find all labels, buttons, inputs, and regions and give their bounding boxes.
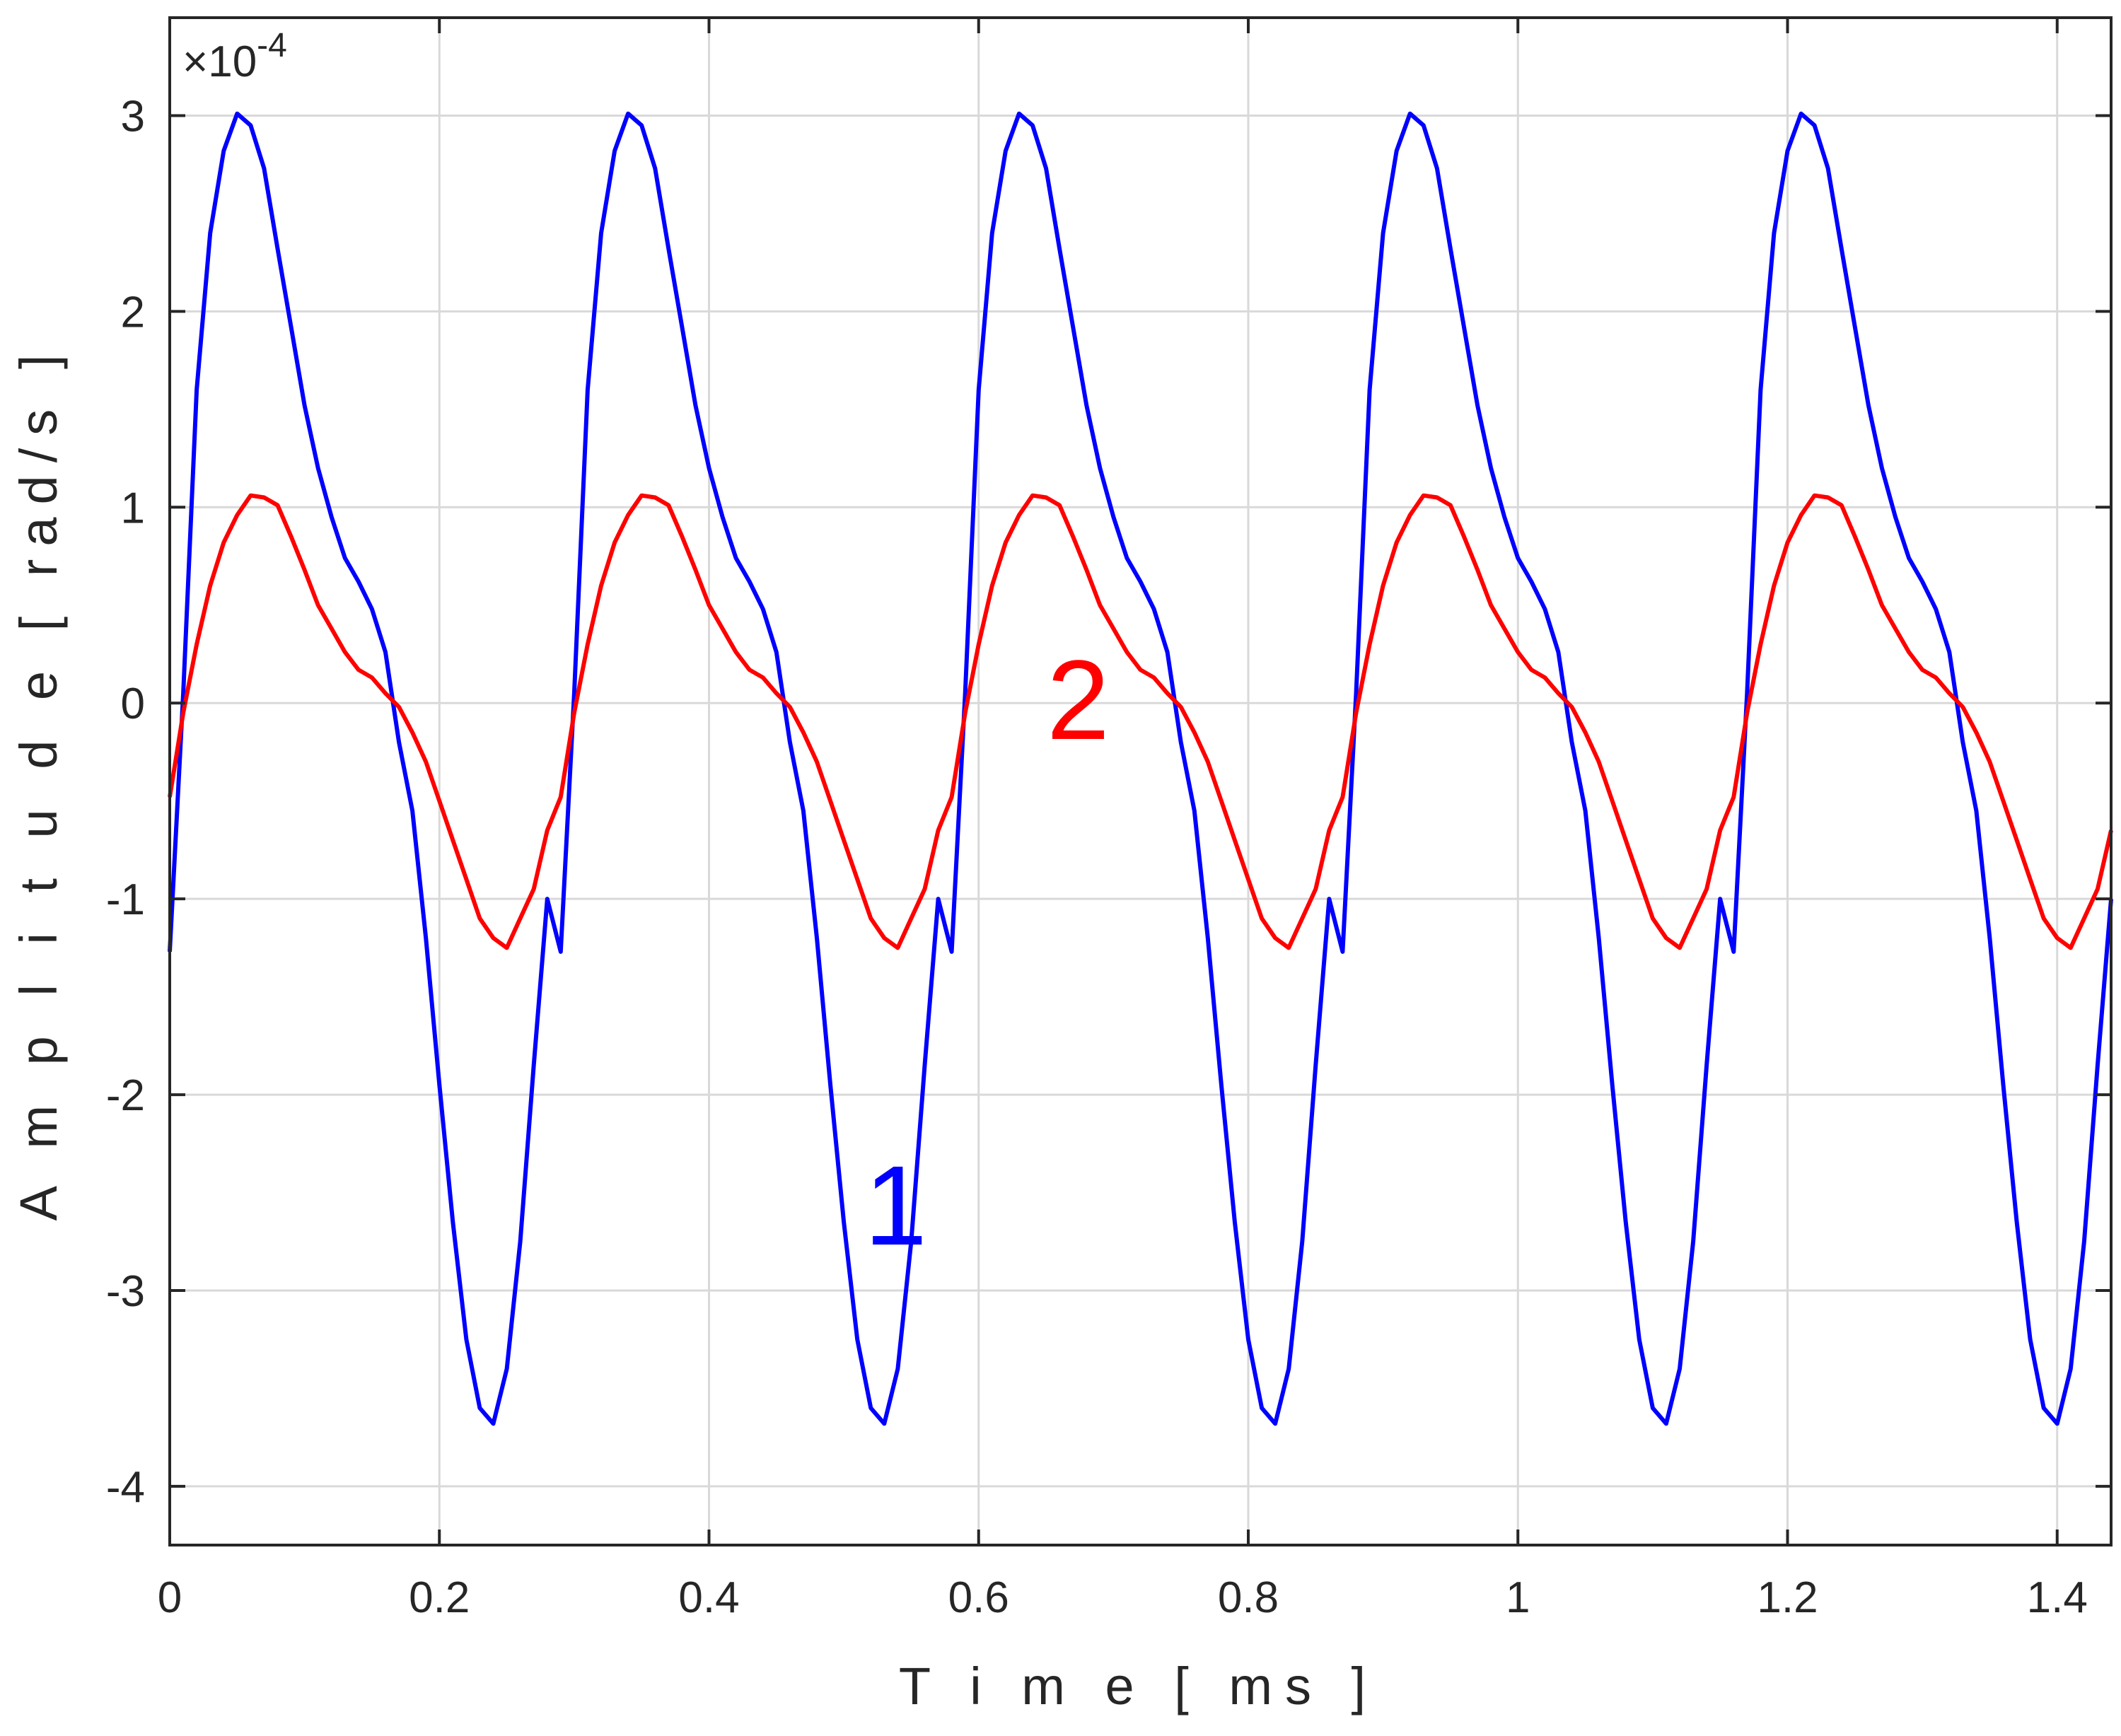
y-tick-label: -3 [106,1267,145,1316]
series-2-line [168,493,2113,950]
y-tick-label: 0 [121,680,145,728]
y-axis-label: A m p l i t u d e [ rad/s ] [9,342,68,1221]
y-tick-label: -1 [106,875,145,924]
series-1-line [168,111,2113,1426]
x-tick-label: 1.4 [2027,1573,2088,1622]
x-tick-label: 0.2 [409,1573,470,1622]
series-layer [168,111,2113,1426]
x-tick-label: 0 [158,1573,182,1622]
y-exponent-power: -4 [257,27,287,64]
x-axis-label: T i m e [ ms ] [899,1657,1378,1715]
y-tick-label: 1 [121,484,145,532]
y-tick-label: 2 [121,288,145,337]
series-2-label: 2 [1047,636,1110,763]
x-tick-labels: 0 0.2 0.4 0.6 0.8 1 1.2 1.4 [158,1573,2088,1622]
plot-frame [168,16,2113,1546]
axis-ticks [168,18,2111,1545]
series-1-label: 1 [864,1142,927,1269]
y-exponent-base: ×10 [182,37,257,86]
x-tick-label: 0.4 [678,1573,739,1622]
y-exponent-label: ×10-4 [182,27,287,86]
x-tick-label: 1 [1506,1573,1530,1622]
x-tick-label: 0.6 [948,1573,1009,1622]
y-tick-label: -4 [106,1463,145,1512]
x-tick-label: 0.8 [1218,1573,1279,1622]
x-tick-label: 1.2 [1757,1573,1818,1622]
y-tick-label: -2 [106,1071,145,1120]
y-tick-label: 3 [121,92,145,141]
y-tick-labels: -4 -3 -2 -1 0 1 2 3 [106,92,145,1511]
grid [168,18,2111,1545]
